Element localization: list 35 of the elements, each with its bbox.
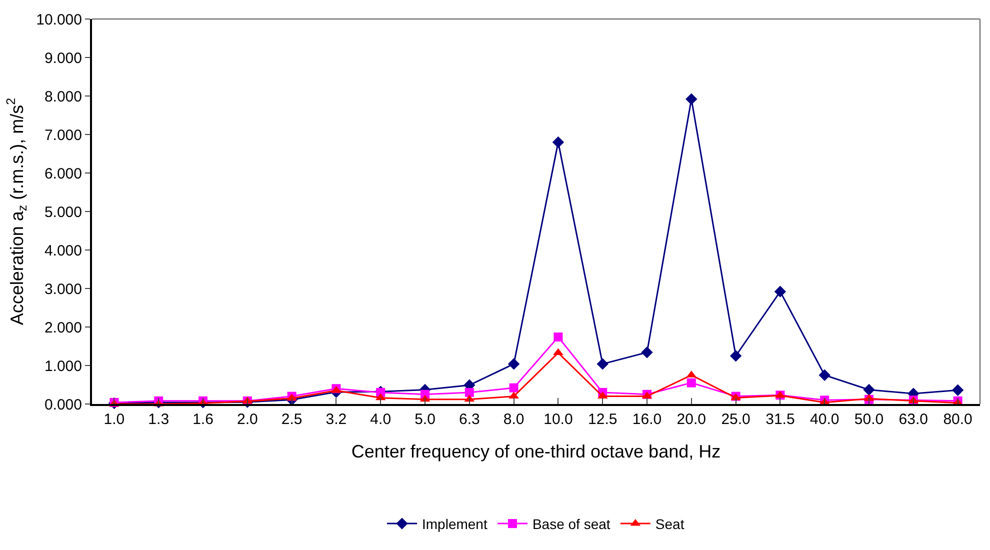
- x-tick-label: 40.0: [810, 411, 840, 428]
- x-tick-label: 5.0: [414, 411, 436, 428]
- x-tick-label: 3.2: [326, 411, 347, 428]
- x-tick-label: 1.6: [192, 411, 214, 428]
- x-tick-label: 50.0: [854, 411, 884, 428]
- x-tick-label: 8.0: [503, 411, 524, 428]
- y-tick-label: 6.000: [44, 165, 82, 182]
- legend-label: Base of seat: [532, 516, 610, 532]
- y-tick-label: 10.000: [36, 11, 82, 28]
- y-tick-label: 7.000: [44, 126, 82, 144]
- y-tick-label: 5.000: [44, 204, 82, 221]
- x-tick-label: 25.0: [721, 411, 750, 428]
- x-tick-label: 12.5: [588, 411, 618, 428]
- x-tick-label: 1.0: [104, 411, 125, 428]
- y-tick-label: 2.000: [44, 319, 82, 336]
- x-axis-title: Center frequency of one-third octave band, Hz: [351, 442, 721, 462]
- x-tick-label: 2.5: [281, 411, 302, 428]
- y-tick-label: 9.000: [44, 50, 82, 67]
- x-tick-label: 1.3: [148, 411, 170, 428]
- x-tick-label: 6.3: [458, 411, 480, 428]
- y-tick-label: 4.000: [44, 242, 82, 260]
- x-tick-label: 2.0: [236, 411, 258, 428]
- y-tick-label: 8.000: [44, 88, 82, 106]
- x-tick-label: 20.0: [676, 411, 706, 428]
- legend-label: Seat: [655, 516, 684, 532]
- x-tick-label: 31.5: [766, 411, 795, 428]
- legend-label: Implement: [422, 516, 488, 532]
- y-tick-label: 0.000: [44, 396, 82, 414]
- x-tick-label: 80.0: [943, 411, 972, 428]
- x-tick-label: 4.0: [370, 411, 392, 428]
- x-tick-label: 16.0: [632, 411, 662, 428]
- y-tick-label: 1.000: [44, 358, 82, 375]
- y-tick-label: 3.000: [44, 280, 82, 298]
- x-tick-label: 63.0: [898, 411, 928, 428]
- x-tick-label: 10.0: [544, 411, 573, 428]
